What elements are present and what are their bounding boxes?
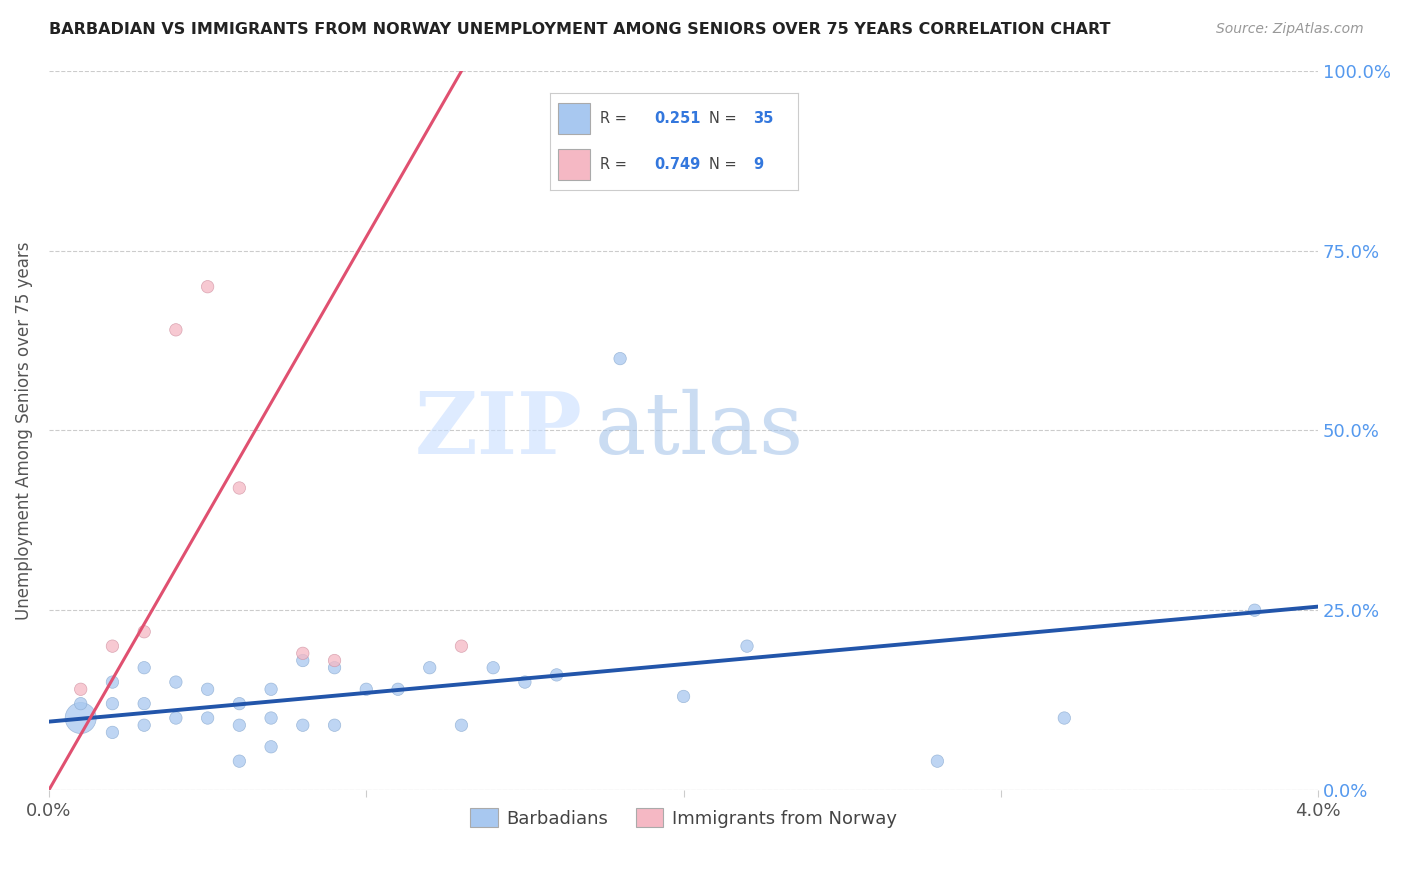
Legend: Barbadians, Immigrants from Norway: Barbadians, Immigrants from Norway: [463, 801, 904, 835]
Point: [291, 653, 314, 667]
Point: [134, 661, 156, 675]
Point: [197, 711, 219, 725]
Point: [450, 639, 472, 653]
Point: [228, 754, 250, 768]
Point: [513, 675, 536, 690]
Point: [323, 718, 346, 732]
Point: [197, 279, 219, 293]
Text: ZIP: ZIP: [415, 389, 582, 473]
Point: [228, 481, 250, 495]
Point: [260, 682, 283, 697]
Text: BARBADIAN VS IMMIGRANTS FROM NORWAY UNEMPLOYMENT AMONG SENIORS OVER 75 YEARS COR: BARBADIAN VS IMMIGRANTS FROM NORWAY UNEM…: [49, 22, 1111, 37]
Point: [69, 711, 91, 725]
Point: [69, 697, 91, 711]
Point: [134, 697, 156, 711]
Point: [323, 653, 346, 667]
Point: [609, 351, 631, 366]
Point: [450, 718, 472, 732]
Point: [165, 675, 187, 690]
Point: [260, 739, 283, 754]
Point: [546, 668, 568, 682]
Point: [291, 646, 314, 660]
Point: [419, 661, 441, 675]
Point: [387, 682, 409, 697]
Point: [228, 697, 250, 711]
Point: [165, 711, 187, 725]
Point: [356, 682, 378, 697]
Point: [101, 697, 124, 711]
Text: atlas: atlas: [595, 389, 804, 472]
Point: [1243, 603, 1265, 617]
Point: [69, 682, 91, 697]
Point: [672, 690, 695, 704]
Point: [197, 682, 219, 697]
Point: [1053, 711, 1076, 725]
Point: [165, 323, 187, 337]
Point: [927, 754, 949, 768]
Text: Source: ZipAtlas.com: Source: ZipAtlas.com: [1216, 22, 1364, 37]
Point: [101, 639, 124, 653]
Point: [260, 711, 283, 725]
Point: [228, 718, 250, 732]
Point: [482, 661, 505, 675]
Point: [735, 639, 758, 653]
Point: [101, 675, 124, 690]
Y-axis label: Unemployment Among Seniors over 75 years: Unemployment Among Seniors over 75 years: [15, 241, 32, 620]
Point: [101, 725, 124, 739]
Point: [291, 718, 314, 732]
Point: [134, 624, 156, 639]
Point: [323, 661, 346, 675]
Point: [134, 718, 156, 732]
